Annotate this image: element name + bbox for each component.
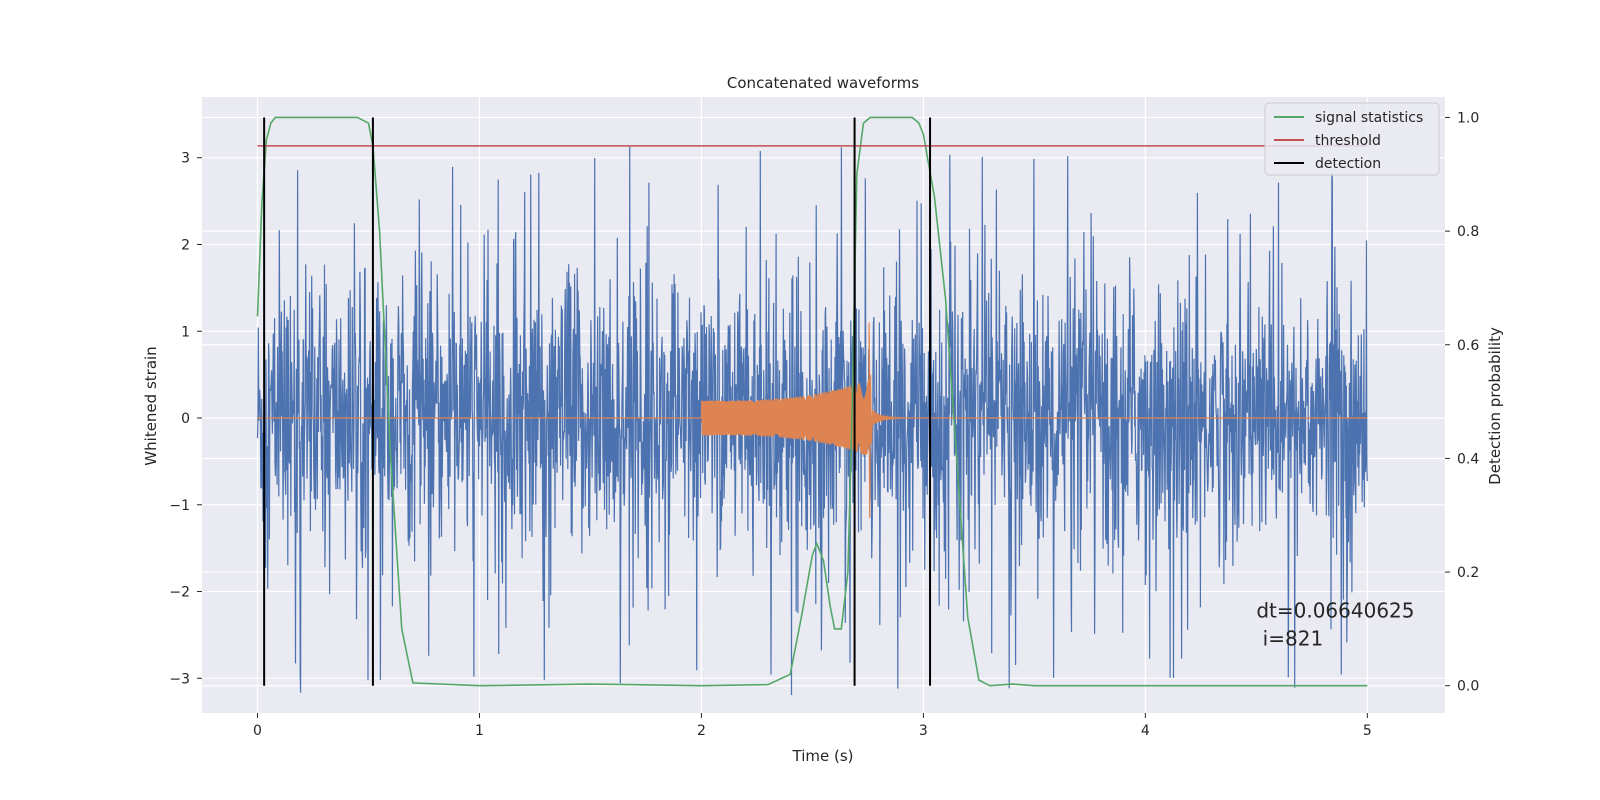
y-tick-label: −1: [169, 498, 190, 514]
y-axis-title: Whitened strain: [142, 346, 160, 465]
x-tick-label: 1: [475, 723, 484, 739]
x-tick-label: 3: [919, 723, 928, 739]
y-axis-right-title: Detection probability: [1486, 327, 1504, 485]
y-tick-label: 3: [181, 151, 190, 167]
annotation-dt: dt=0.06640625: [1256, 599, 1414, 623]
y-tick-label: 0: [181, 411, 190, 427]
legend-label: threshold: [1315, 133, 1381, 149]
x-tick-label: 5: [1363, 723, 1372, 739]
legend-box: [1264, 102, 1440, 176]
legend-label: signal statistics: [1315, 110, 1423, 126]
y-right-tick-label: 1.0: [1457, 110, 1479, 126]
signal-statistics-line: [256, 116, 1368, 687]
x-tick-label: 2: [697, 723, 706, 739]
annotation-index: i=821: [1256, 627, 1323, 651]
x-tick-label: 0: [253, 723, 262, 739]
y-tick-label: −2: [169, 585, 190, 601]
y-right-tick-label: 0.8: [1457, 224, 1479, 240]
data-layer: [256, 116, 1368, 696]
axes: 0 1 2 3 4 5 −3 −2 −1 0 1 2 3 0.0 0.2 0.4 0.6 0.8 1.0: [169, 110, 1479, 739]
x-axis-title: Time (s): [792, 747, 854, 765]
y-tick-label: 1: [181, 324, 190, 340]
legend: signal statistics threshold detection: [1264, 102, 1440, 176]
chirp-template-line: [257, 322, 1368, 518]
y-tick-label: −3: [169, 671, 190, 687]
x-tick-label: 4: [1141, 723, 1150, 739]
y-right-tick-label: 0.6: [1457, 338, 1479, 354]
y-tick-label: 2: [181, 237, 190, 253]
chart-title: Concatenated waveforms: [727, 74, 919, 92]
y-right-tick-label: 0.2: [1457, 565, 1479, 581]
y-right-tick-label: 0.4: [1457, 451, 1479, 467]
annotation: dt=0.06640625 i=821: [1256, 599, 1414, 651]
y-right-tick-label: 0.0: [1457, 679, 1479, 695]
legend-label: detection: [1315, 156, 1381, 172]
